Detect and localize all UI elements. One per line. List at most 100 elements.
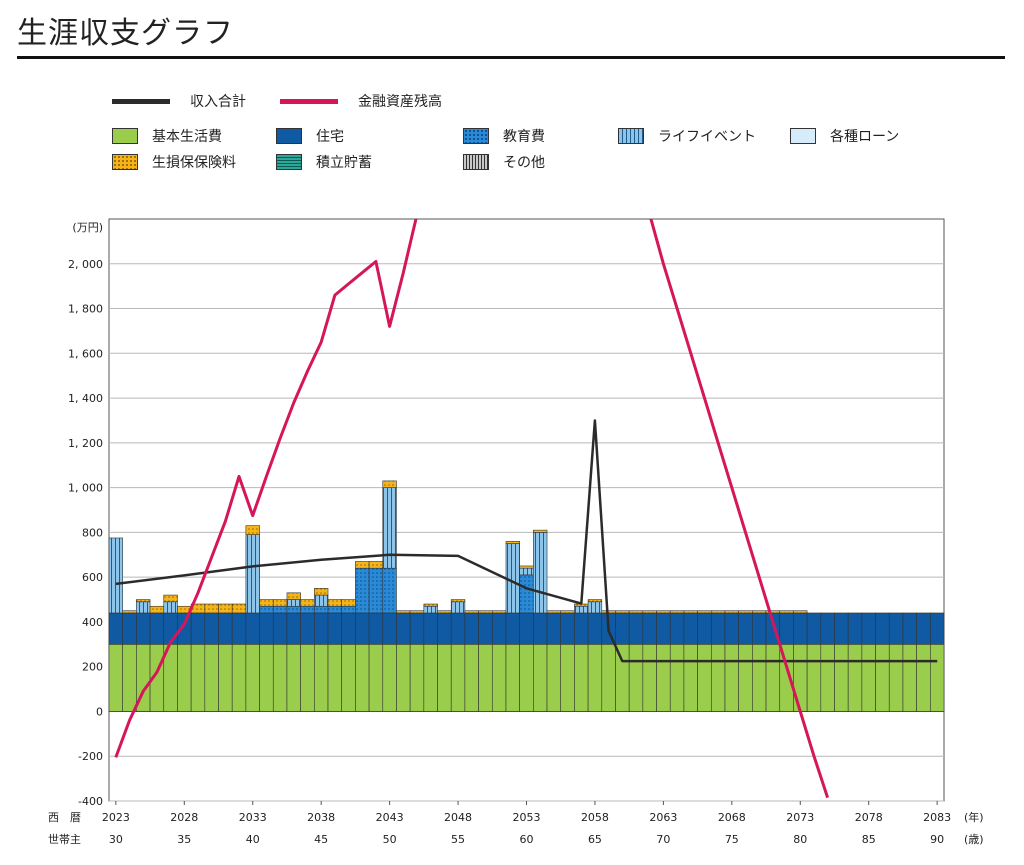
bar-segment — [272, 612, 288, 645]
bar-segment — [245, 525, 260, 535]
bar-segment — [710, 644, 726, 712]
bar-segment — [314, 644, 329, 712]
bar-segment — [930, 644, 945, 712]
y-tick-label: 1, 000 — [68, 482, 103, 495]
legend-line-assets — [280, 98, 338, 104]
bar-segment — [656, 612, 671, 645]
bar-segment — [122, 644, 137, 712]
bar-segment — [272, 605, 288, 614]
bar-segment — [272, 644, 288, 712]
bar-segment — [355, 644, 370, 712]
bar-segment — [259, 612, 274, 645]
bar-segment — [231, 612, 247, 645]
bar-segment — [697, 612, 712, 645]
bar-segment — [574, 644, 589, 712]
legend-swatch-insurance — [112, 154, 138, 170]
bar-segment — [122, 612, 137, 645]
bar-segment — [560, 612, 575, 645]
legend-swatch-other — [463, 154, 489, 170]
bar-segment — [861, 644, 876, 712]
x-tick-year: 2078 — [855, 811, 883, 824]
bar-segment — [286, 605, 301, 614]
bar-segment — [806, 644, 822, 712]
y-tick-label: -400 — [78, 795, 103, 808]
bar-segment — [450, 599, 466, 603]
bar-segment — [861, 612, 876, 645]
bar-segment — [615, 610, 630, 614]
bar-segment — [382, 480, 397, 488]
bar-segment — [669, 644, 685, 712]
bar-segment — [724, 644, 739, 712]
bar-segment — [163, 594, 178, 603]
y-tick-label: 0 — [96, 705, 103, 718]
bar-segment — [423, 603, 438, 607]
x-row-label: 西 暦 — [48, 811, 81, 824]
bar-segment — [546, 644, 562, 712]
legend-label: ライフイベント — [658, 129, 756, 145]
bar-segment — [464, 644, 479, 712]
bar-segment — [341, 599, 356, 607]
bar-segment — [519, 612, 534, 645]
x-tick-age: 90 — [930, 833, 944, 846]
x-unit-label: (年) — [964, 810, 984, 824]
bar-segment — [327, 612, 343, 645]
legend-label: 住宅 — [316, 129, 344, 145]
bar-segment — [437, 644, 452, 712]
bar-segment — [136, 612, 151, 645]
legend-label: 教育費 — [503, 129, 545, 145]
bar-segment — [177, 644, 192, 712]
x-tick-year: 2068 — [718, 811, 746, 824]
axes — [115, 801, 938, 805]
bar-segment — [779, 612, 794, 645]
bar-segment — [847, 644, 863, 712]
page-title: 生涯収支グラフ — [17, 16, 234, 51]
bar-segment — [218, 603, 233, 614]
bar-segment — [478, 612, 493, 645]
bar-segment — [204, 644, 219, 712]
bar-segment — [478, 644, 493, 712]
legend-swatch-loans — [790, 128, 816, 144]
x-tick-year: 2063 — [649, 811, 677, 824]
bar-segment — [505, 612, 520, 645]
bar-segment — [314, 612, 329, 645]
x-tick-age: 45 — [314, 833, 328, 846]
bar-segment — [765, 644, 781, 712]
bar-segment — [396, 644, 411, 712]
bar-segment — [286, 592, 301, 600]
bar-segment — [136, 601, 151, 614]
bar-segment — [122, 610, 137, 614]
bar-segment — [491, 612, 507, 645]
bar-segment — [560, 610, 575, 614]
legend-item-assets: 金融資産残高 — [280, 91, 442, 111]
bar-segment — [902, 644, 917, 712]
bar-segment — [930, 612, 945, 645]
legend-label: 生損保保険料 — [152, 155, 236, 171]
bar-segment — [368, 567, 384, 614]
bar-segment — [327, 605, 343, 614]
legend-swatch-savings — [276, 154, 302, 170]
bar-segment — [464, 612, 479, 645]
bar-segment — [218, 644, 233, 712]
legend-item-income: 収入合計 — [112, 91, 246, 111]
bar-segment — [259, 644, 274, 712]
x-tick-age: 80 — [793, 833, 807, 846]
bar-segment — [642, 610, 657, 614]
bar-segment — [341, 605, 356, 614]
legend-label: 各種ローン — [830, 129, 900, 145]
bar-segment — [341, 612, 356, 645]
bar-segment — [615, 612, 630, 645]
bar-segment — [628, 612, 644, 645]
bar-segment — [519, 574, 534, 614]
bar-segment — [450, 644, 466, 712]
bar-segment — [382, 567, 397, 614]
y-tick-label: 1, 600 — [68, 347, 103, 360]
x-row2-label: 世帯主 — [48, 833, 81, 846]
bar-segment — [478, 610, 493, 614]
x-tick-age: 75 — [725, 833, 739, 846]
bar-segment — [752, 610, 767, 614]
x-row2-unit-label: (歳) — [964, 833, 984, 846]
bar-segment — [396, 610, 411, 614]
bar-segment — [190, 612, 206, 645]
bar-segment — [724, 610, 739, 614]
